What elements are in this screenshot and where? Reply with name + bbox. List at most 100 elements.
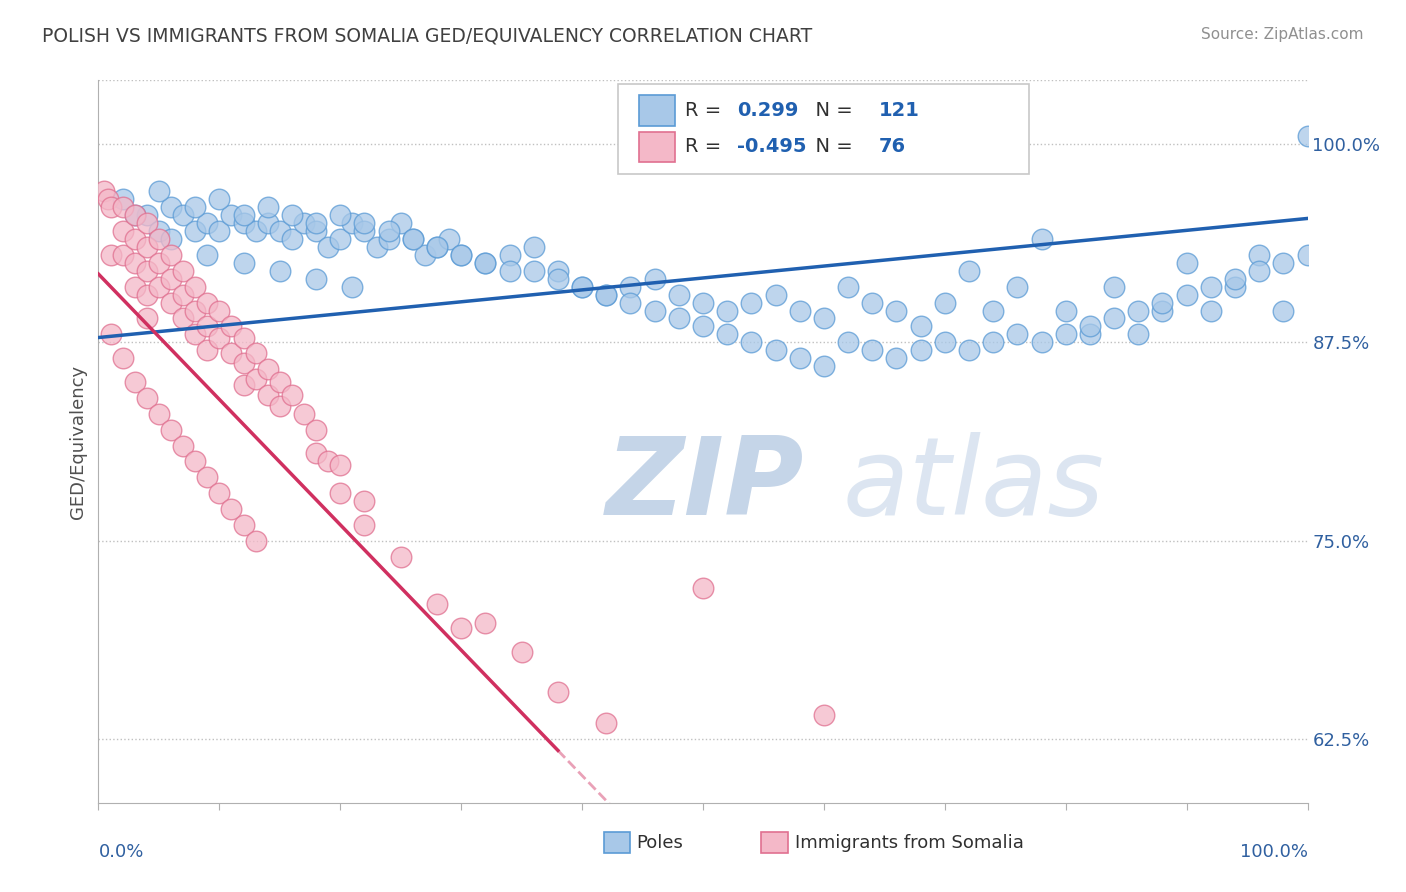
Point [184, 327, 207, 342]
Point [232, 216, 254, 230]
Point [124, 375, 146, 389]
Text: -0.495: -0.495 [737, 137, 807, 156]
Point [389, 216, 412, 230]
Point [256, 387, 278, 401]
Point [1152, 295, 1174, 310]
Point [595, 716, 617, 731]
Point [221, 346, 243, 360]
Point [1031, 232, 1053, 246]
Point [124, 256, 146, 270]
Point [571, 279, 593, 293]
Point [765, 343, 787, 358]
Point [93, 185, 115, 199]
Point [208, 330, 231, 344]
Point [160, 232, 183, 246]
Point [692, 319, 714, 334]
Point [195, 343, 218, 358]
Point [353, 224, 375, 238]
Point [195, 248, 218, 262]
Point [195, 319, 218, 334]
Point [221, 208, 243, 222]
Point [184, 303, 207, 318]
Point [342, 279, 364, 293]
Point [329, 458, 352, 472]
Point [437, 232, 460, 246]
Point [692, 582, 714, 596]
Point [860, 343, 883, 358]
Point [547, 264, 569, 278]
Point [595, 287, 617, 301]
Point [1031, 335, 1053, 350]
Point [111, 248, 134, 262]
Point [413, 248, 436, 262]
Point [256, 362, 278, 376]
Point [837, 279, 859, 293]
Point [160, 295, 183, 310]
Point [353, 494, 375, 508]
Point [292, 216, 315, 230]
Point [148, 232, 170, 246]
Point [740, 335, 762, 350]
Point [172, 208, 194, 222]
Point [619, 279, 641, 293]
Text: Source: ZipAtlas.com: Source: ZipAtlas.com [1201, 27, 1364, 42]
Point [1296, 248, 1319, 262]
Text: R =: R = [685, 101, 727, 120]
Point [124, 208, 146, 222]
Text: R =: R = [685, 137, 727, 156]
Point [1054, 327, 1077, 342]
Text: 0.299: 0.299 [737, 101, 799, 120]
Text: N =: N = [803, 101, 859, 120]
Point [353, 216, 375, 230]
Point [269, 224, 291, 238]
Point [957, 264, 980, 278]
Point [1102, 311, 1125, 326]
Point [124, 279, 146, 293]
Point [910, 319, 932, 334]
Text: 121: 121 [879, 101, 920, 120]
Point [305, 224, 328, 238]
Point [402, 232, 425, 246]
Point [232, 517, 254, 532]
Point [595, 287, 617, 301]
Point [1272, 256, 1295, 270]
Point [305, 216, 328, 230]
Point [837, 335, 859, 350]
Point [135, 240, 157, 254]
Point [1175, 287, 1198, 301]
Point [498, 264, 520, 278]
Point [547, 684, 569, 698]
Point [1078, 327, 1101, 342]
Point [135, 391, 157, 405]
Point [716, 303, 738, 318]
Point [245, 533, 267, 548]
Point [172, 438, 194, 452]
Point [148, 256, 170, 270]
Point [1054, 303, 1077, 318]
Point [172, 311, 194, 326]
Point [148, 185, 170, 199]
Text: ZIP: ZIP [606, 432, 804, 538]
Point [172, 287, 194, 301]
Point [245, 372, 267, 386]
Point [1007, 279, 1029, 293]
Point [474, 256, 496, 270]
Point [256, 200, 278, 214]
Point [100, 248, 122, 262]
Point [160, 200, 183, 214]
Point [450, 248, 472, 262]
Point [269, 399, 291, 413]
Point [111, 193, 134, 207]
Point [765, 287, 787, 301]
Point [160, 272, 183, 286]
Point [135, 287, 157, 301]
Point [232, 356, 254, 370]
Point [269, 264, 291, 278]
Point [329, 208, 352, 222]
Text: Poles: Poles [637, 833, 683, 852]
Text: N =: N = [803, 137, 859, 156]
Point [426, 240, 449, 254]
Point [184, 224, 207, 238]
Point [474, 616, 496, 631]
Point [184, 279, 207, 293]
